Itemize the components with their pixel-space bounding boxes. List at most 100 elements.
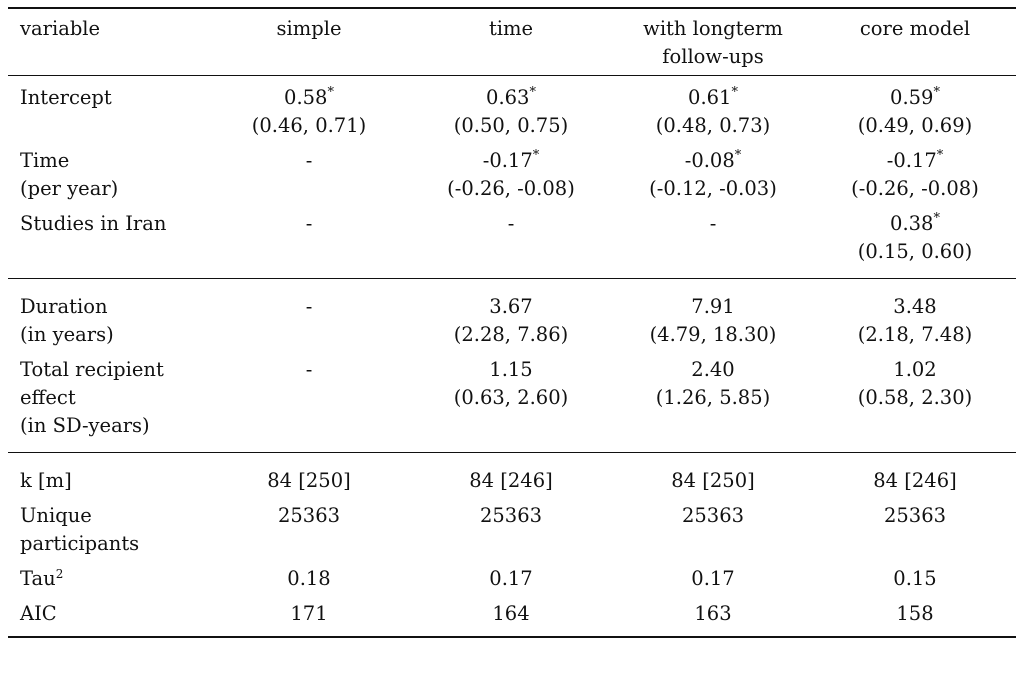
header-column-0: simple [208,7,410,76]
header-column-2: with longterm follow-ups [612,7,814,76]
table-cell-line: 1.02 [893,358,937,381]
table-cell-line: (2.18, 7.48) [857,323,973,346]
row-label-line: Time [20,149,70,172]
table-cell-line: 84 [250] [267,469,351,492]
table-cell-line: 3.67 [489,295,533,318]
table-cell: 1.02 (0.58, 2.30) [814,351,1016,453]
table-row: Studies in Iran - - - 0.38* (0.15, 0.60) [8,205,1016,279]
table-cell: 3.48 (2.18, 7.48) [814,278,1016,351]
table-cell-line: 7.91 [691,295,735,318]
table-cell-line: - [709,212,717,235]
table-row: Total recipient effect (in SD-years) - 1.15 (… [8,351,1016,453]
table-cell: 171 [208,595,410,638]
table-cell: 0.15 [814,560,1016,595]
table-cell: 84 [250] [612,452,814,497]
table-cell-line: (0.46, 0.71) [251,114,367,137]
row-label-line: (in years) [20,323,114,346]
table-cell-line: 171 [290,602,328,625]
header-column-line: simple [276,17,342,40]
table-cell-line: 0.58* [284,85,334,109]
table-cell-line: 164 [492,602,530,625]
results-table-container: variable simple time with longterm follow-up… [8,7,1016,638]
table-cell: 84 [246] [410,452,612,497]
table-cell: 0.38* (0.15, 0.60) [814,205,1016,279]
table-cell-line: - [305,212,313,235]
table-cell-line: - [305,149,313,172]
table-cell: - [208,205,410,279]
table-cell-line: (0.15, 0.60) [857,240,973,263]
row-label-line: participants [20,532,140,555]
table-cell: 25363 [814,497,1016,560]
table-cell: 3.67 (2.28, 7.86) [410,278,612,351]
table-cell: 25363 [410,497,612,560]
table-cell-line: 1.15 [489,358,533,381]
row-label: AIC [8,595,208,638]
results-table: variable simple time with longterm follow-up… [8,7,1016,638]
table-row: Time (per year) - -0.17* (-0.26, -0.08) -0.08… [8,142,1016,205]
header-variable: variable [8,7,208,76]
row-label-line: Duration [20,295,108,318]
row-label: Total recipient effect (in SD-years) [8,351,208,453]
table-cell-line: 0.17 [489,567,533,590]
table-row: k [m] 84 [250] 84 [246] 84 [250] 84 [246] [8,452,1016,497]
table-cell-line: 0.15 [893,567,937,590]
table-cell: 0.17 [612,560,814,595]
table-row: Intercept 0.58* (0.46, 0.71) 0.63* (0.50, 0.… [8,76,1016,143]
table-row: Tau2 0.18 0.17 0.17 0.15 [8,560,1016,595]
row-label: Tau2 [8,560,208,595]
row-label-line: Tau2 [20,567,64,590]
row-label-line: effect [20,386,76,409]
table-cell-line: (0.49, 0.69) [857,114,973,137]
row-label-line: Studies in Iran [20,212,167,235]
table-cell: 84 [246] [814,452,1016,497]
table-cell-line: 25363 [681,504,745,527]
table-cell-line: 25363 [883,504,947,527]
table-cell-line: 25363 [277,504,341,527]
table-cell-line: 25363 [479,504,543,527]
table-row: Unique participants 25363 25363 25363 25363 [8,497,1016,560]
table-cell: -0.08* (-0.12, -0.03) [612,142,814,205]
row-label: Studies in Iran [8,205,208,279]
table-cell: 0.58* (0.46, 0.71) [208,76,410,143]
table-cell: 0.59* (0.49, 0.69) [814,76,1016,143]
table-row: Duration (in years) - 3.67 (2.28, 7.86) 7.91 (… [8,278,1016,351]
row-label: Time (per year) [8,142,208,205]
row-label: Duration (in years) [8,278,208,351]
row-label-line: Total recipient [20,358,164,381]
table-cell: 158 [814,595,1016,638]
header-column-line: with longterm [643,17,783,40]
table-cell-line: 84 [246] [469,469,553,492]
table-cell-line: 0.18 [287,567,331,590]
header-column-3: core model [814,7,1016,76]
table-cell: 0.63* (0.50, 0.75) [410,76,612,143]
header-column-line: follow-ups [662,45,764,68]
header-column-line: core model [859,17,971,40]
table-cell: - [410,205,612,279]
table-cell-line: (-0.12, -0.03) [649,177,777,200]
table-cell-line: (0.50, 0.75) [453,114,569,137]
table-cell-line: - [305,295,313,318]
table-cell-line: 0.63* [486,85,536,109]
header-column-1: time [410,7,612,76]
table-cell-line: - [305,358,313,381]
table-cell: 1.15 (0.63, 2.60) [410,351,612,453]
table-cell-line: - [507,212,515,235]
table-cell-line: 84 [246] [873,469,957,492]
table-cell-line: (4.79, 18.30) [649,323,777,346]
table-cell: - [208,142,410,205]
table-cell: 25363 [612,497,814,560]
table-cell-line: 163 [694,602,732,625]
table-cell-line: 0.61* [688,85,738,109]
table-cell-line: 158 [896,602,934,625]
table-cell: - [208,278,410,351]
header-column-line: time [488,17,534,40]
table-cell: - [612,205,814,279]
table-cell: 0.17 [410,560,612,595]
table-cell-line: (0.63, 2.60) [453,386,569,409]
table-cell: -0.17* (-0.26, -0.08) [410,142,612,205]
table-cell-line: -0.08* [684,148,742,172]
table-cell: 164 [410,595,612,638]
row-label-line: (per year) [20,177,119,200]
table-cell: - [208,351,410,453]
table-cell: 7.91 (4.79, 18.30) [612,278,814,351]
